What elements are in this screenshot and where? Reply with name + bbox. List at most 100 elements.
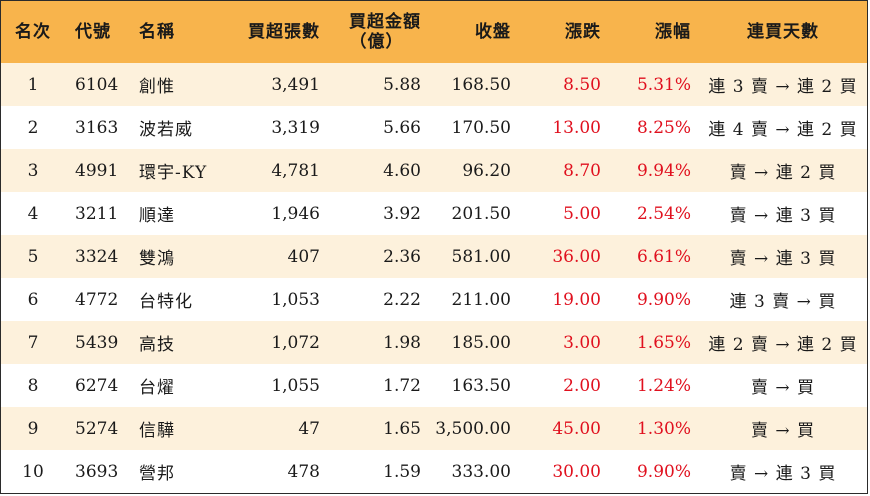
- table-row: 3 4991 環宇-KY 4,781 4.60 96.20 8.70 9.94% 賣 → 連 2…: [1, 149, 867, 192]
- table-row: 7 5439 高技 1,072 1.98 185.00 3.00 1.65% 連 2 賣 → 連…: [1, 321, 867, 364]
- cell-rank: 10: [22, 461, 44, 482]
- header-net-buy-amount: 買超金額 （億）: [326, 1, 427, 63]
- cell-code: 5274: [75, 418, 119, 439]
- cell-net-buy-amount: 1.65: [383, 418, 421, 439]
- cell-streak: 賣 → 連 3 買: [729, 249, 837, 269]
- cell-code: 4991: [75, 160, 119, 181]
- cell-streak: 連 3 賣 → 連 2 買: [708, 77, 858, 97]
- cell-net-buy-lots: 1,055: [271, 375, 320, 396]
- cell-code: 5439: [75, 332, 119, 353]
- cell-change-pct: 9.90%: [636, 289, 691, 310]
- cell-change: 2.00: [563, 375, 601, 396]
- cell-rank: 9: [27, 418, 39, 439]
- table-header: 名次 代號 名稱 買超張數 買超金額 （億） 收盤 漲跌 漲幅 連買天數: [1, 1, 867, 63]
- cell-net-buy-amount: 5.88: [383, 74, 421, 95]
- cell-net-buy-lots: 478: [287, 461, 320, 482]
- table-row: 1 6104 創惟 3,491 5.88 168.50 8.50 5.31% 連 3 賣 → 連…: [1, 63, 867, 106]
- cell-streak: 賣 → 買: [750, 378, 816, 398]
- cell-close: 168.50: [451, 74, 511, 95]
- cell-rank: 4: [27, 203, 39, 224]
- cell-net-buy-lots: 4,781: [271, 160, 320, 181]
- cell-rank: 3: [27, 160, 39, 181]
- table-row: 9 5274 信驊 47 1.65 3,500.00 45.00 1.30% 賣 → 買: [1, 407, 867, 450]
- header-change-pct: 漲幅: [655, 22, 691, 42]
- cell-close: 185.00: [451, 332, 511, 353]
- cell-change: 3.00: [563, 332, 601, 353]
- cell-code: 3163: [75, 117, 119, 138]
- cell-rank: 7: [27, 332, 39, 353]
- cell-rank: 6: [27, 289, 39, 310]
- cell-change: 30.00: [552, 461, 601, 482]
- cell-change-pct: 2.54%: [636, 203, 691, 224]
- header-net-buy-lots: 買超張數: [248, 22, 320, 42]
- table-row: 8 6274 台燿 1,055 1.72 163.50 2.00 1.24% 賣 → 買: [1, 364, 867, 407]
- cell-rank: 1: [27, 74, 39, 95]
- cell-change: 19.00: [552, 289, 601, 310]
- cell-rank: 2: [27, 117, 39, 138]
- cell-change: 8.70: [563, 160, 601, 181]
- cell-net-buy-lots: 1,053: [271, 289, 320, 310]
- cell-net-buy-lots: 3,491: [271, 74, 320, 95]
- header-net-buy-amount-line1: 買超金額: [349, 12, 421, 32]
- cell-net-buy-lots: 1,072: [271, 332, 320, 353]
- cell-streak: 連 3 賣 → 買: [729, 292, 837, 312]
- cell-close: 170.50: [451, 117, 511, 138]
- cell-code: 6104: [75, 74, 119, 95]
- cell-change-pct: 1.65%: [636, 332, 691, 353]
- cell-code: 3693: [75, 461, 119, 482]
- cell-net-buy-amount: 2.22: [383, 289, 421, 310]
- cell-change-pct: 8.25%: [636, 117, 691, 138]
- cell-code: 3211: [75, 203, 119, 224]
- cell-name: 營邦: [139, 464, 175, 484]
- cell-change-pct: 9.94%: [636, 160, 691, 181]
- cell-net-buy-amount: 4.60: [383, 160, 421, 181]
- cell-code: 4772: [75, 289, 119, 310]
- cell-name: 高技: [139, 335, 175, 355]
- cell-rank: 5: [27, 246, 39, 267]
- cell-change: 8.50: [563, 74, 601, 95]
- cell-change: 13.00: [552, 117, 601, 138]
- cell-net-buy-amount: 1.59: [383, 461, 421, 482]
- cell-close: 581.00: [451, 246, 511, 267]
- cell-net-buy-lots: 47: [298, 418, 320, 439]
- cell-net-buy-amount: 1.72: [383, 375, 421, 396]
- cell-name: 順達: [139, 206, 175, 226]
- cell-streak: 賣 → 連 3 買: [729, 206, 837, 226]
- cell-change: 36.00: [552, 246, 601, 267]
- cell-close: 3,500.00: [435, 418, 511, 439]
- header-close: 收盤: [475, 22, 511, 42]
- cell-net-buy-amount: 2.36: [383, 246, 421, 267]
- cell-name: 信驊: [139, 421, 175, 441]
- cell-change: 5.00: [563, 203, 601, 224]
- header-net-buy-amount-line2: （億）: [349, 32, 404, 52]
- cell-change-pct: 6.61%: [636, 246, 691, 267]
- header-code: 代號: [75, 22, 111, 42]
- header-name: 名稱: [139, 22, 175, 42]
- table-row: 6 4772 台特化 1,053 2.22 211.00 19.00 9.90% 連 3 賣 →…: [1, 278, 867, 321]
- cell-change-pct: 1.24%: [636, 375, 691, 396]
- cell-streak: 賣 → 連 2 買: [729, 163, 837, 183]
- header-row: 名次 代號 名稱 買超張數 買超金額 （億） 收盤 漲跌 漲幅 連買天數: [1, 1, 867, 63]
- cell-code: 3324: [75, 246, 119, 267]
- table-row: 2 3163 波若威 3,319 5.66 170.50 13.00 8.25% 連 4 賣 →…: [1, 106, 867, 149]
- cell-name: 雙鴻: [139, 249, 175, 269]
- cell-close: 211.00: [451, 289, 511, 310]
- cell-net-buy-lots: 407: [287, 246, 320, 267]
- cell-change-pct: 9.90%: [636, 461, 691, 482]
- cell-close: 201.50: [451, 203, 511, 224]
- cell-close: 163.50: [451, 375, 511, 396]
- cell-close: 333.00: [451, 461, 511, 482]
- cell-streak: 賣 → 買: [750, 421, 816, 441]
- cell-name: 環宇-KY: [139, 163, 208, 183]
- cell-name: 台燿: [139, 378, 175, 398]
- cell-name: 創惟: [139, 77, 175, 97]
- cell-net-buy-lots: 3,319: [271, 117, 320, 138]
- cell-name: 波若威: [139, 120, 193, 140]
- header-change: 漲跌: [565, 22, 601, 42]
- header-streak: 連買天數: [747, 22, 819, 42]
- cell-code: 6274: [75, 375, 119, 396]
- cell-net-buy-lots: 1,946: [271, 203, 320, 224]
- table-row: 10 3693 營邦 478 1.59 333.00 30.00 9.90% 賣 → 連 3 買: [1, 450, 867, 493]
- cell-net-buy-amount: 1.98: [383, 332, 421, 353]
